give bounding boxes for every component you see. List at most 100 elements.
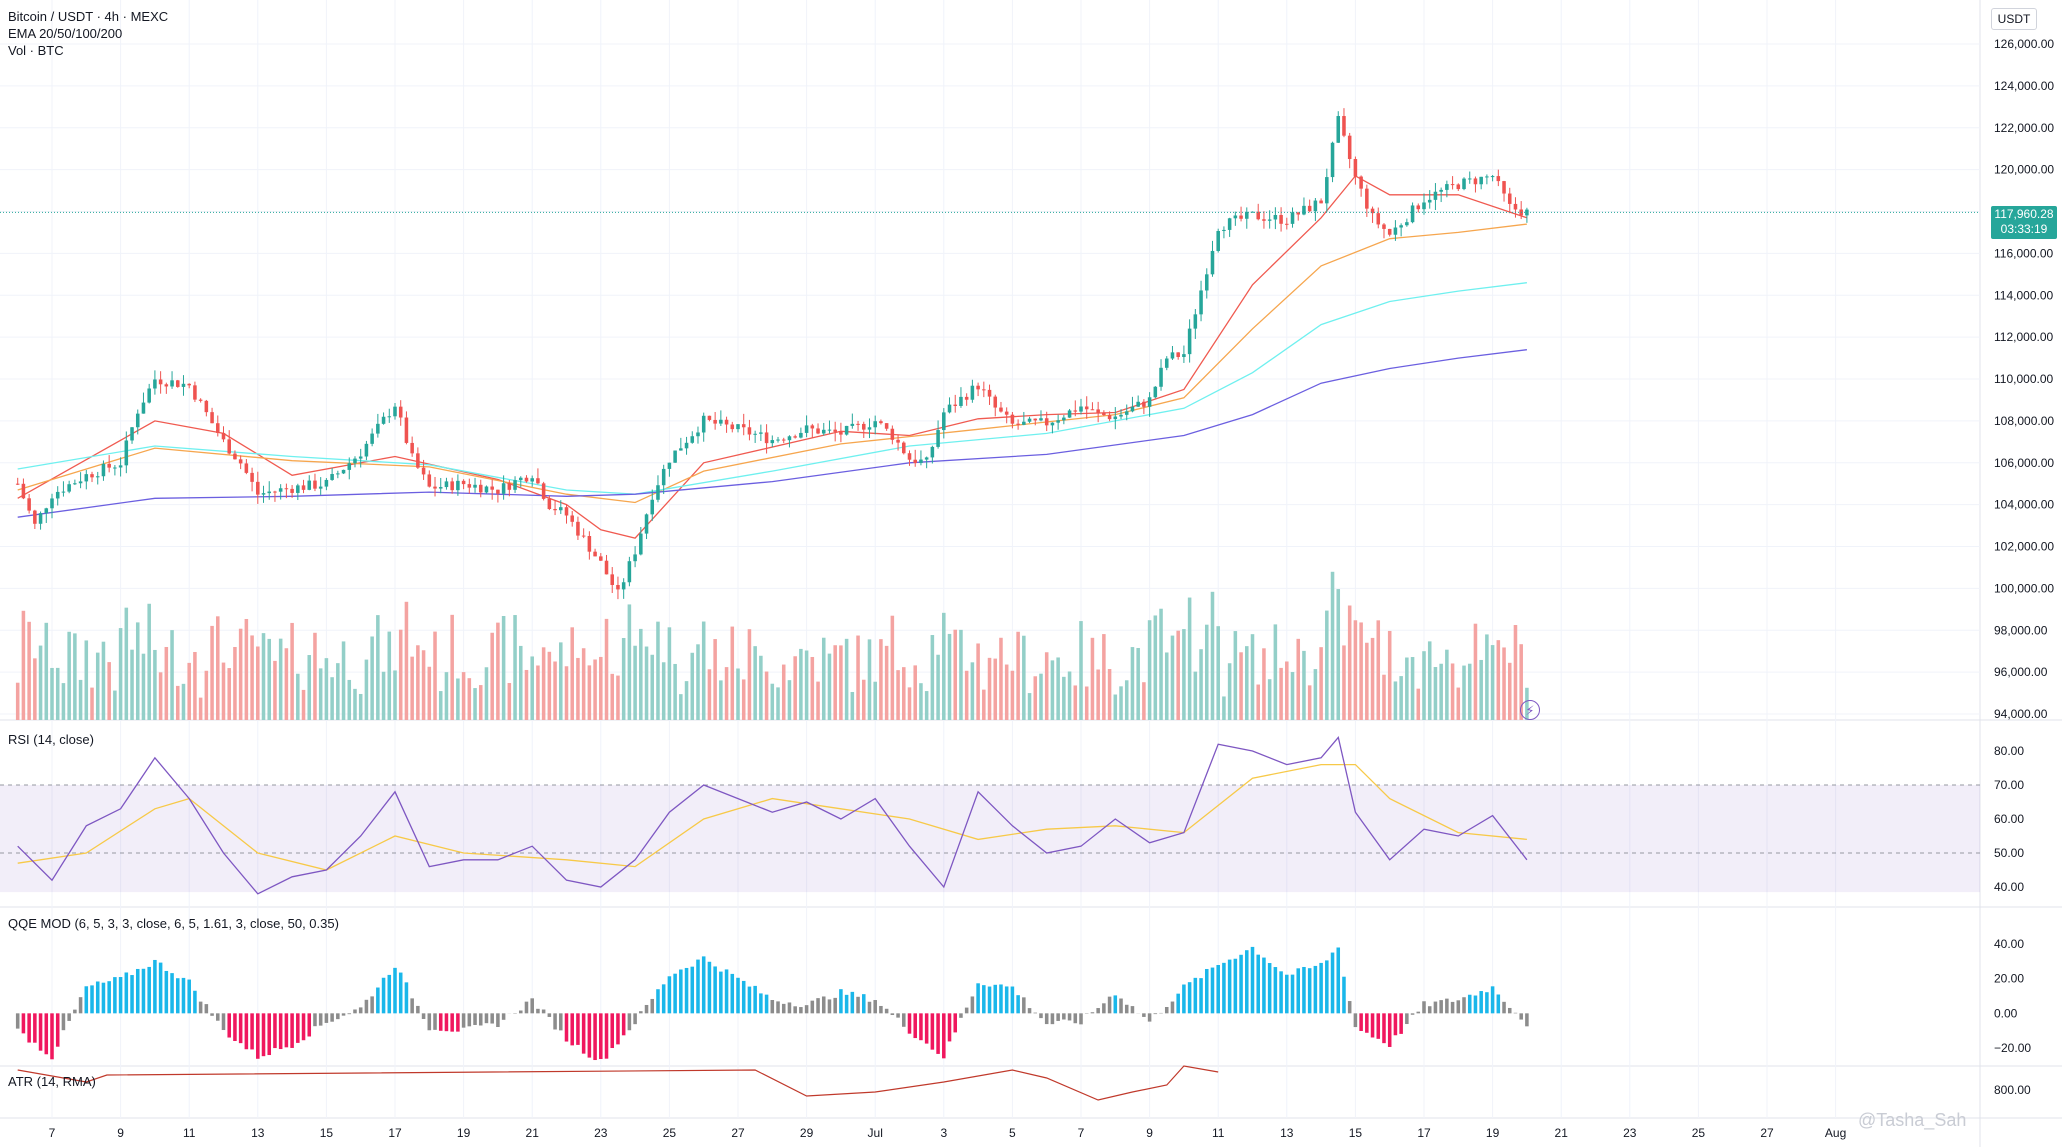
- qqe-bar: [175, 978, 180, 1014]
- lightning-icon[interactable]: ⚡: [1520, 700, 1540, 720]
- candle-body: [73, 483, 77, 485]
- volume-bar: [1033, 676, 1038, 720]
- qqe-bar: [181, 977, 186, 1014]
- candle-body: [1090, 409, 1095, 411]
- qqe-bar: [118, 977, 123, 1014]
- volume-bar: [1462, 665, 1466, 720]
- qqe-bar: [976, 983, 980, 1014]
- candle-body: [210, 412, 214, 424]
- volume-bar: [467, 678, 472, 720]
- qqe-bar: [770, 999, 775, 1014]
- volume-legend[interactable]: Vol · BTC: [8, 43, 64, 58]
- volume-bar: [1519, 644, 1523, 720]
- price-tick-label: 102,000.00: [1994, 540, 2054, 554]
- qqe-bar: [1467, 994, 1472, 1014]
- candle-body: [1290, 212, 1295, 224]
- qqe-bar: [456, 1013, 460, 1032]
- qqe-bar: [410, 998, 414, 1014]
- volume-bar: [621, 637, 626, 720]
- qqe-bar: [970, 996, 975, 1014]
- qqe-bar: [844, 994, 849, 1014]
- time-tick-label: 27: [731, 1126, 745, 1140]
- qqe-bar: [1193, 977, 1198, 1014]
- candle-body: [313, 480, 317, 489]
- volume-bar: [118, 628, 123, 720]
- volume-bar: [1439, 663, 1443, 720]
- volume-bar: [1347, 605, 1352, 720]
- volume-bar: [336, 663, 340, 720]
- volume-bar: [827, 653, 832, 720]
- qqe-bar: [810, 1000, 815, 1014]
- qqe-bar: [1450, 1001, 1455, 1014]
- volume-bar: [1267, 679, 1272, 720]
- qqe-bar: [238, 1013, 243, 1044]
- qqe-bar: [496, 1013, 500, 1028]
- volume-bar: [896, 670, 900, 720]
- qqe-bar: [233, 1013, 237, 1042]
- qqe-bar: [1073, 1013, 1078, 1024]
- volume-bar: [210, 625, 214, 720]
- ema-100-line: [17, 282, 1527, 495]
- qqe-bar: [227, 1013, 231, 1038]
- currency-unit-button[interactable]: USDT: [1991, 8, 2037, 30]
- candle-body: [1336, 116, 1341, 143]
- qqe-bar: [530, 998, 534, 1014]
- volume-bar: [850, 691, 855, 720]
- volume-bar: [1073, 685, 1078, 720]
- qqe-bar: [364, 999, 369, 1014]
- volume-bar: [187, 662, 191, 720]
- candle-body: [953, 404, 958, 406]
- candle-body: [919, 459, 923, 464]
- volume-bar: [347, 679, 352, 720]
- candle-body: [861, 423, 866, 430]
- qqe-bar: [1445, 998, 1449, 1014]
- candle-body: [318, 486, 323, 489]
- volume-bar: [216, 616, 220, 720]
- volume-bar: [684, 681, 689, 720]
- qqe-bar: [1170, 1001, 1175, 1014]
- qqe-bar: [799, 1007, 803, 1014]
- qqe-bar: [627, 1013, 632, 1031]
- atr-label[interactable]: ATR (14, RMA): [8, 1074, 96, 1089]
- qqe-bar: [1393, 1013, 1398, 1036]
- volume-bar: [919, 683, 923, 720]
- qqe-bar: [696, 959, 700, 1014]
- rsi-tick-label: 40.00: [1994, 880, 2024, 894]
- volume-bar: [1187, 597, 1192, 720]
- volume-bar: [473, 688, 477, 720]
- qqe-bar: [1439, 1000, 1443, 1014]
- candle-body: [147, 388, 151, 403]
- candle-body: [1010, 414, 1015, 424]
- volume-bar: [387, 631, 392, 720]
- volume-bar: [821, 637, 826, 720]
- qqe-bar: [884, 1008, 889, 1014]
- qqe-bar: [341, 1013, 346, 1016]
- candle-body: [902, 442, 906, 454]
- qqe-bar: [1279, 971, 1283, 1014]
- volume-bar: [1245, 646, 1249, 720]
- rsi-label[interactable]: RSI (14, close): [8, 732, 94, 747]
- candle-body: [193, 385, 197, 400]
- candle-body: [1044, 418, 1049, 426]
- qqe-bar: [1016, 995, 1020, 1014]
- time-tick-label: 15: [1349, 1126, 1363, 1140]
- candle-body: [307, 480, 312, 490]
- candle-body: [1222, 229, 1226, 232]
- volume-bar: [490, 632, 494, 720]
- time-tick-label: 9: [1146, 1126, 1153, 1140]
- symbol-title[interactable]: Bitcoin / USDT · 4h · MEXC: [8, 9, 169, 24]
- volume-bar: [158, 672, 163, 720]
- candle-body: [610, 574, 615, 585]
- volume-bar: [484, 667, 489, 720]
- volume-bar: [318, 668, 323, 720]
- qqe-bar: [1027, 1008, 1032, 1014]
- qqe-bar: [633, 1013, 637, 1025]
- qqe-bar: [381, 977, 386, 1014]
- qqe-bar: [1422, 1001, 1426, 1014]
- time-tick-label: 23: [594, 1126, 608, 1140]
- qqe-bar: [467, 1013, 472, 1027]
- qqe-label[interactable]: QQE MOD (6, 5, 3, 3, close, 6, 5, 1.61, …: [8, 916, 339, 931]
- candle-body: [1267, 219, 1272, 221]
- ema-legend[interactable]: EMA 20/50/100/200: [8, 26, 123, 41]
